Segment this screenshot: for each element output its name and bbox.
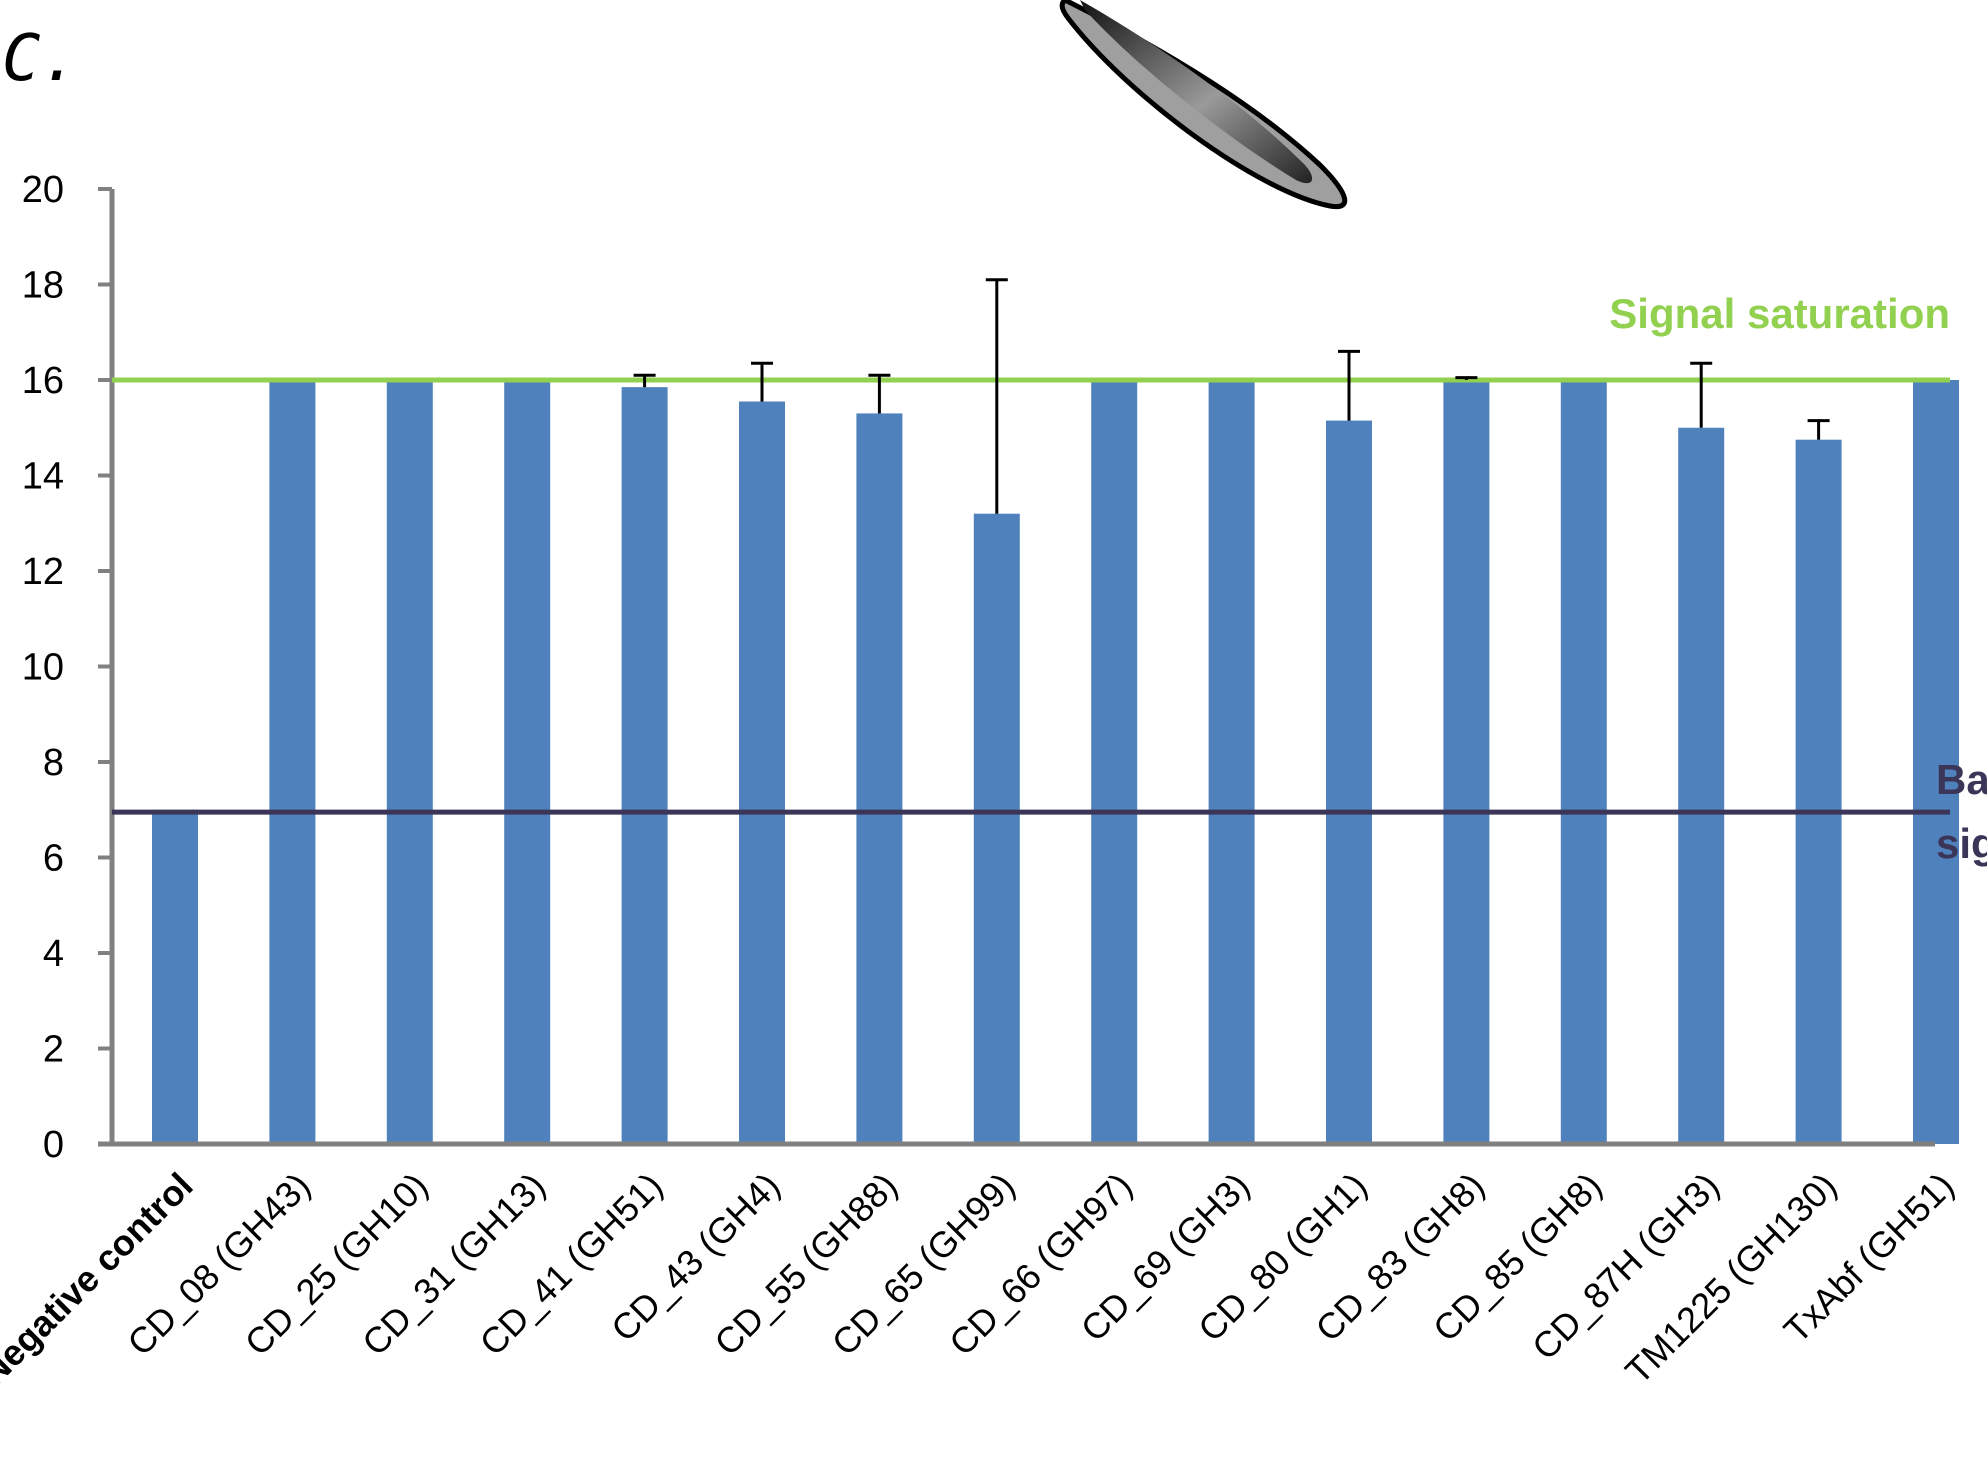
bar xyxy=(1326,421,1372,1144)
y-tick-label: 20 xyxy=(22,169,64,211)
x-tick-label: TM1225 (GH130) xyxy=(1617,1165,1844,1392)
panel-label: C. xyxy=(2,22,79,96)
background-label-line1: Background xyxy=(1936,756,1987,803)
bar xyxy=(1443,380,1489,1144)
y-tick-label: 18 xyxy=(22,265,64,307)
bar xyxy=(1796,440,1842,1144)
bar xyxy=(739,401,785,1144)
bar xyxy=(1561,380,1607,1144)
bar xyxy=(622,387,668,1144)
y-tick-label: 12 xyxy=(22,551,64,593)
bar xyxy=(1209,380,1255,1144)
bar xyxy=(974,514,1020,1144)
bar xyxy=(152,810,198,1144)
bar xyxy=(1091,380,1137,1144)
y-tick-label: 16 xyxy=(22,360,64,402)
y-tick-label: 0 xyxy=(43,1124,64,1166)
y-tick-label: 2 xyxy=(43,1029,64,1071)
bar xyxy=(856,413,902,1144)
bar xyxy=(504,380,550,1144)
saturation-label: Signal saturation xyxy=(1609,290,1950,337)
x-tick-label: Negative control xyxy=(0,1165,201,1393)
paddle-graphic xyxy=(1062,0,1345,207)
plot-area: 0 2 4 6 8 10 12 14 16 18 20 Signal saturation Backgr… xyxy=(0,169,1987,1393)
bar xyxy=(387,380,433,1144)
y-tick-label: 14 xyxy=(22,456,64,498)
bar xyxy=(1678,428,1724,1144)
background-label-line2: signal xyxy=(1936,820,1987,867)
y-tick-label: 4 xyxy=(43,933,64,975)
bar xyxy=(269,380,315,1144)
y-tick-label: 8 xyxy=(43,742,64,784)
y-tick-label: 10 xyxy=(22,647,64,689)
y-tick-label: 6 xyxy=(43,838,64,880)
